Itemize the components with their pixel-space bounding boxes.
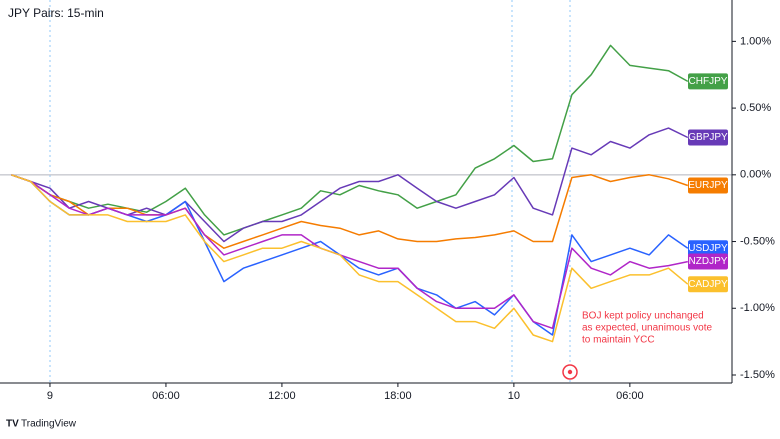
y-tick-label: -0.50% xyxy=(740,235,775,247)
footer: TV TradingView xyxy=(6,419,77,430)
legend-item: CHFJPY xyxy=(688,73,728,90)
legend-item: GBPJPY xyxy=(688,129,728,146)
chart-title: JPY Pairs: 15-min xyxy=(8,6,104,20)
y-tick-label: 0.00% xyxy=(740,169,771,181)
y-tick-label: 1.00% xyxy=(740,35,771,47)
x-tick-label: 9 xyxy=(47,390,53,402)
x-tick-label: 06:00 xyxy=(152,390,180,402)
x-tick-label: 10 xyxy=(508,390,520,402)
y-tick-label: -1.00% xyxy=(740,302,775,314)
event-marker-dot xyxy=(567,369,573,375)
legend-label: NZDJPY xyxy=(689,256,728,267)
footer-text: TradingView xyxy=(21,419,77,430)
legend-item: NZDJPY xyxy=(688,253,728,270)
annotation-text: BOJ kept policy unchanged xyxy=(582,311,704,322)
legend-label: USDJPY xyxy=(688,243,728,254)
series-line xyxy=(11,44,689,236)
legend-label: CADJPY xyxy=(688,279,728,290)
logo: TV xyxy=(6,419,19,430)
x-tick-label: 06:00 xyxy=(616,390,644,402)
annotation-text: to maintain YCC xyxy=(582,335,655,346)
plot-area xyxy=(0,44,732,343)
legend-item: CADJPY xyxy=(688,276,728,293)
legend-label: EURJPY xyxy=(688,180,728,191)
series-line xyxy=(11,127,689,243)
y-tick-label: -1.50% xyxy=(740,369,775,381)
legend-badge xyxy=(688,276,728,293)
legend-label: GBPJPY xyxy=(688,132,728,143)
legend-badge xyxy=(688,177,728,194)
series-line xyxy=(11,174,688,330)
x-tick-label: 18:00 xyxy=(384,390,412,402)
legend-badge xyxy=(688,253,728,270)
legend-label: CHFJPY xyxy=(689,76,728,87)
legend-badge xyxy=(688,240,728,257)
legend-item: EURJPY xyxy=(688,177,728,194)
y-tick-label: 0.50% xyxy=(740,102,771,114)
annotation-text: as expected, unanimous vote xyxy=(582,323,713,334)
series-line xyxy=(11,174,689,343)
series-line xyxy=(11,174,689,249)
legend-item: USDJPY xyxy=(688,240,728,257)
legend-badge xyxy=(688,73,728,90)
legend-badge xyxy=(688,129,728,146)
x-tick-label: 12:00 xyxy=(268,390,296,402)
